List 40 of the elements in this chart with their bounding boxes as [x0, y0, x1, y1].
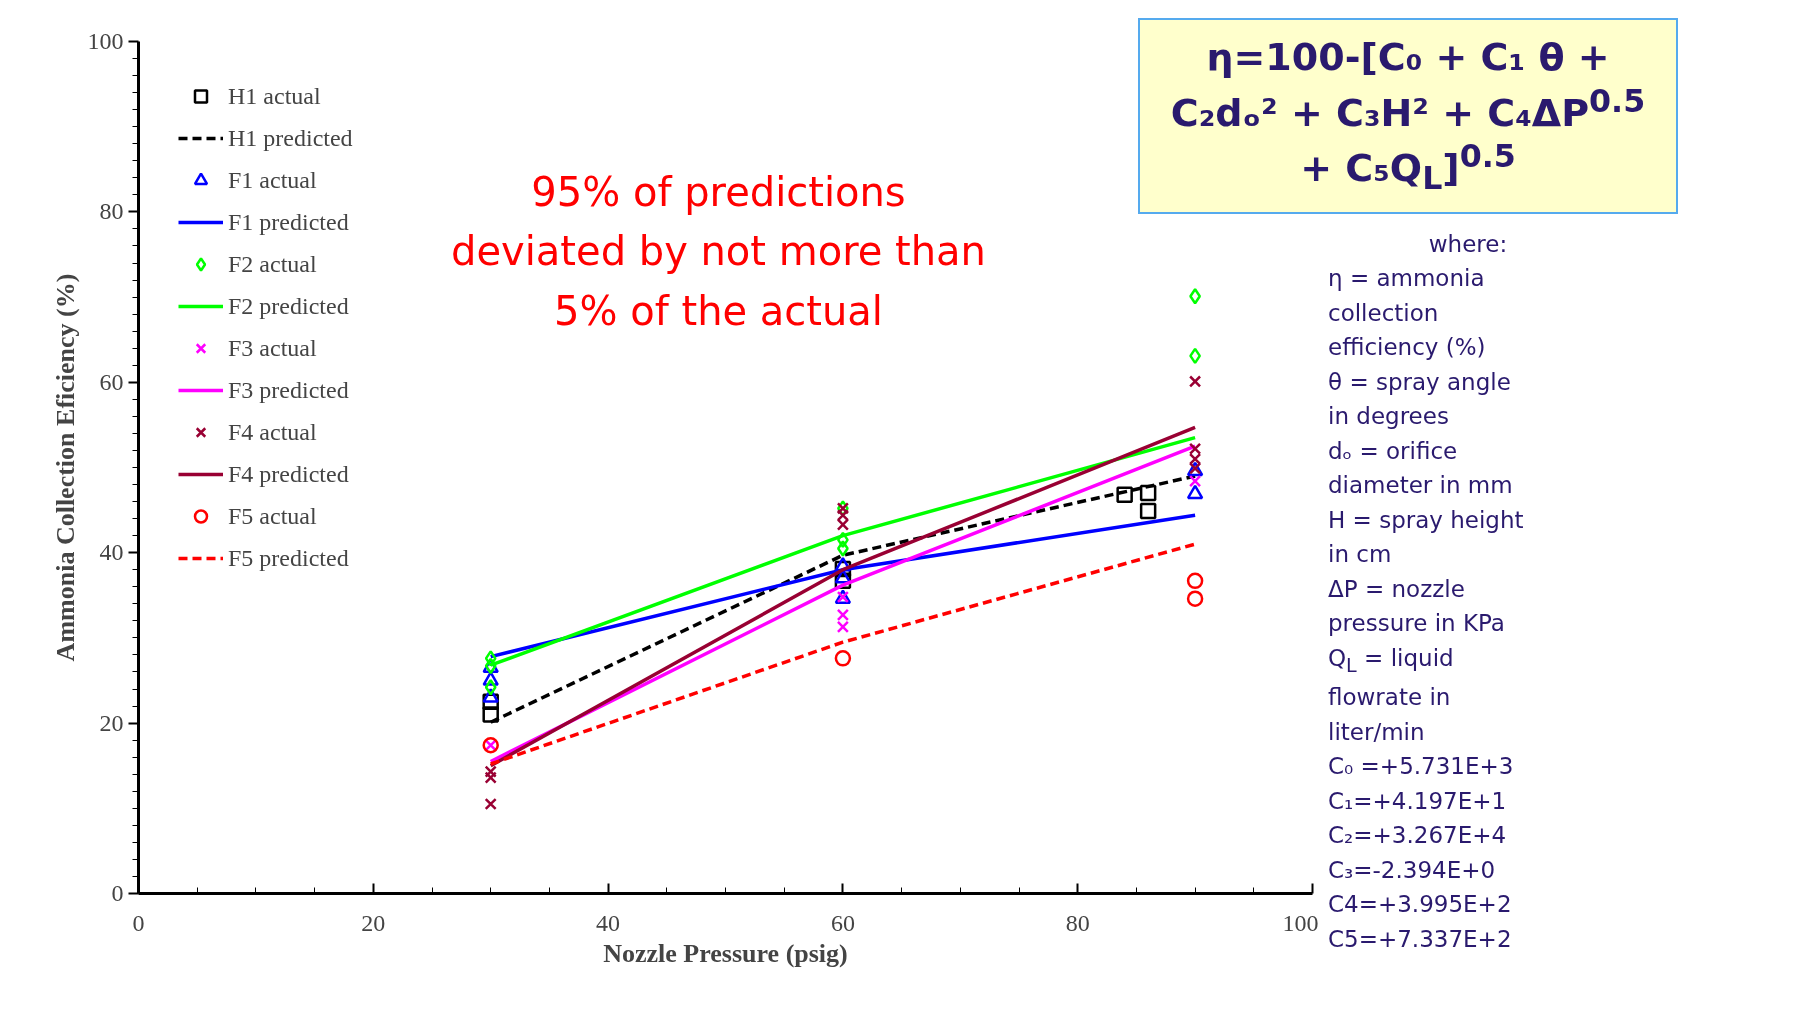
legend-label: F2 actual [228, 250, 317, 278]
legend-label: F3 predicted [228, 376, 349, 404]
text: C4=+3.995E+2 [1328, 890, 1513, 920]
legend-label: F4 predicted [228, 460, 349, 488]
legend-label: F5 predicted [228, 544, 349, 572]
text: where: [1427, 230, 1509, 260]
y-tick-label: 60 [99, 368, 124, 395]
annotation: 95% of predictions deviated by not more than 5% of the actual [451, 168, 986, 335]
text: C₂=+3.267E+4 [1328, 821, 1508, 851]
x-tick-label: 0 [132, 909, 145, 936]
legend-label: F5 actual [228, 502, 317, 530]
text: ΔP = nozzle pressure in KPa [1328, 574, 1506, 639]
legend-label: F3 actual [228, 334, 317, 362]
text: η=100-[C₀ + C₁ θ + C₂dₒ² + C₃H² + C₄ΔP$^{0.5}$ + C₅Q$_{L}$]$^{0.5}$ [1170, 35, 1646, 196]
y-tick-label: 100 [87, 28, 124, 54]
legend-label: F4 actual [228, 418, 317, 446]
text: C5=+7.337E+2 [1328, 924, 1513, 954]
legend-label: F1 actual [228, 166, 317, 194]
x-tick-label: 20 [361, 909, 386, 936]
y-tick-label: 0 [111, 880, 124, 906]
text: C₀ =+5.731E+3 [1328, 752, 1515, 782]
legend-label: F2 predicted [228, 292, 349, 320]
x-tick-label: 80 [1065, 909, 1090, 936]
x-axis-title: Nozzle Pressure (psig) [603, 938, 848, 968]
y-axis-title: Ammonia Collection Eficiency (%) [50, 273, 80, 662]
text: C₁=+4.197E+1 [1328, 786, 1508, 816]
text: Q$_{L}$ = liquid flowrate in liter/min [1328, 643, 1455, 747]
y-tick-label: 40 [99, 539, 124, 566]
legend-label: F1 predicted [228, 208, 349, 236]
text: η = ammonia collection efficiency (%) [1328, 264, 1487, 363]
legend-label: H1 actual [228, 82, 321, 110]
y-tick-label: 80 [99, 198, 124, 225]
text: C₃=-2.394E+0 [1328, 855, 1497, 885]
x-tick-label: 60 [830, 909, 855, 936]
legend-label: H1 predicted [228, 124, 353, 152]
x-tick-label: 40 [596, 909, 621, 936]
text: H = spray height in cm [1328, 505, 1525, 570]
text: dₒ = orifice diameter in mm [1328, 436, 1514, 501]
x-tick-label: 100 [1282, 909, 1319, 936]
y-tick-label: 20 [99, 709, 124, 736]
